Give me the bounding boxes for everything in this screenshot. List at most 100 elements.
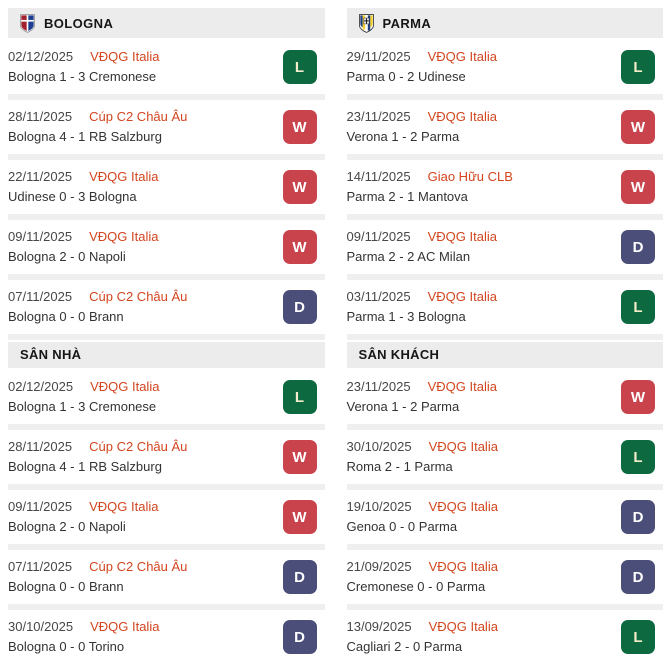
- competition-link[interactable]: VĐQG Italia: [428, 439, 498, 454]
- result-badge: D: [621, 500, 655, 534]
- match-row[interactable]: 02/12/2025 VĐQG Italia Bologna 1 - 3 Cre…: [8, 40, 325, 100]
- match-info: 03/11/2025 VĐQG Italia Parma 1 - 3 Bolog…: [347, 287, 622, 327]
- competition-link[interactable]: VĐQG Italia: [428, 559, 498, 574]
- competition-link[interactable]: VĐQG Italia: [90, 619, 160, 634]
- match-row[interactable]: 21/09/2025 VĐQG Italia Cremonese 0 - 0 P…: [346, 550, 663, 610]
- competition-link[interactable]: VĐQG Italia: [90, 379, 160, 394]
- match-info: 14/11/2025 Giao Hữu CLB Parma 2 - 1 Mant…: [347, 167, 622, 207]
- match-date: 09/11/2025: [8, 229, 73, 244]
- match-row[interactable]: 30/10/2025 VĐQG Italia Roma 2 - 1 Parma …: [346, 430, 663, 490]
- competition-link[interactable]: VĐQG Italia: [89, 229, 159, 244]
- match-date: 02/12/2025: [8, 49, 74, 64]
- competition-link[interactable]: VĐQG Italia: [427, 49, 497, 64]
- competition-link[interactable]: Cúp C2 Châu Âu: [89, 439, 188, 454]
- match-info: 28/11/2025 Cúp C2 Châu Âu Bologna 4 - 1 …: [8, 437, 283, 477]
- match-date: 14/11/2025: [346, 169, 411, 184]
- result-badge: D: [282, 620, 317, 654]
- match-row[interactable]: 03/11/2025 VĐQG Italia Parma 1 - 3 Bolog…: [346, 280, 663, 340]
- match-date: 30/10/2025: [346, 439, 412, 454]
- match-date: 28/11/2025: [8, 109, 73, 124]
- match-row[interactable]: 07/11/2025 Cúp C2 Châu Âu Bologna 0 - 0 …: [8, 280, 325, 340]
- competition-link[interactable]: Cúp C2 Châu Âu: [89, 109, 188, 124]
- result-badge: W: [282, 110, 317, 144]
- match-date: 09/11/2025: [8, 499, 73, 514]
- match-date: 21/09/2025: [346, 559, 412, 574]
- competition-link[interactable]: VĐQG Italia: [427, 109, 497, 124]
- match-result: Verona 1 - 2 Parma: [346, 399, 460, 414]
- match-result: Bologna 2 - 0 Napoli: [8, 519, 126, 534]
- column-parma: PARMA 29/11/2025 VĐQG Italia Parma 0 - 2…: [346, 8, 663, 662]
- result-badge: W: [282, 170, 317, 204]
- team-name: BOLOGNA: [44, 15, 114, 31]
- competition-link[interactable]: Cúp C2 Châu Âu: [89, 289, 188, 304]
- result-badge: D: [621, 560, 655, 594]
- result-badge: W: [282, 230, 317, 264]
- competition-link[interactable]: VĐQG Italia: [427, 229, 497, 244]
- match-date: 03/11/2025: [346, 289, 411, 304]
- competition-link[interactable]: VĐQG Italia: [89, 169, 159, 184]
- match-row[interactable]: 23/11/2025 VĐQG Italia Verona 1 - 2 Parm…: [346, 100, 663, 160]
- match-date: 30/10/2025: [8, 619, 74, 634]
- result-badge: D: [621, 230, 655, 264]
- team-header-parma[interactable]: PARMA: [346, 8, 663, 38]
- match-date: 02/12/2025: [8, 379, 74, 394]
- match-result: Parma 0 - 2 Udinese: [346, 69, 466, 84]
- competition-link[interactable]: VĐQG Italia: [90, 49, 160, 64]
- result-badge: L: [621, 620, 655, 654]
- match-info: 13/09/2025 VĐQG Italia Cagliari 2 - 0 Pa…: [347, 617, 622, 657]
- result-badge: W: [621, 380, 655, 414]
- match-row[interactable]: 09/11/2025 VĐQG Italia Bologna 2 - 0 Nap…: [8, 220, 325, 280]
- match-info: 21/09/2025 VĐQG Italia Cremonese 0 - 0 P…: [347, 557, 622, 597]
- competition-link[interactable]: Giao Hữu CLB: [427, 169, 513, 184]
- match-info: 19/10/2025 VĐQG Italia Genoa 0 - 0 Parma: [347, 497, 622, 537]
- match-info: 02/12/2025 VĐQG Italia Bologna 1 - 3 Cre…: [8, 47, 283, 87]
- competition-link[interactable]: VĐQG Italia: [428, 619, 498, 634]
- match-row[interactable]: 09/11/2025 VĐQG Italia Bologna 2 - 0 Nap…: [8, 490, 325, 550]
- match-result: Verona 1 - 2 Parma: [346, 129, 460, 144]
- match-info: 23/11/2025 VĐQG Italia Verona 1 - 2 Parm…: [347, 377, 622, 417]
- match-date: 23/11/2025: [346, 379, 411, 394]
- match-row[interactable]: 13/09/2025 VĐQG Italia Cagliari 2 - 0 Pa…: [346, 610, 663, 662]
- match-row[interactable]: 14/11/2025 Giao Hữu CLB Parma 2 - 1 Mant…: [346, 160, 663, 220]
- result-badge: W: [282, 500, 317, 534]
- match-row[interactable]: 22/11/2025 VĐQG Italia Udinese 0 - 3 Bol…: [8, 160, 325, 220]
- match-row[interactable]: 02/12/2025 VĐQG Italia Bologna 1 - 3 Cre…: [8, 370, 325, 430]
- match-row[interactable]: 09/11/2025 VĐQG Italia Parma 2 - 2 AC Mi…: [346, 220, 663, 280]
- match-result: Roma 2 - 1 Parma: [346, 459, 453, 474]
- match-result: Bologna 1 - 3 Cremonese: [8, 399, 157, 414]
- parma-recent-form-list: 29/11/2025 VĐQG Italia Parma 0 - 2 Udine…: [346, 40, 663, 340]
- team-header-bologna[interactable]: BOLOGNA: [8, 8, 325, 38]
- result-badge: W: [621, 110, 655, 144]
- match-row[interactable]: 28/11/2025 Cúp C2 Châu Âu Bologna 4 - 1 …: [8, 100, 325, 160]
- match-result: Bologna 1 - 3 Cremonese: [8, 69, 157, 84]
- result-badge: L: [621, 440, 655, 474]
- bologna-crest-icon: [20, 13, 35, 33]
- column-bologna: BOLOGNA 02/12/2025 VĐQG Italia Bologna 1…: [8, 8, 325, 662]
- competition-link[interactable]: VĐQG Italia: [428, 499, 498, 514]
- match-info: 02/12/2025 VĐQG Italia Bologna 1 - 3 Cre…: [8, 377, 283, 417]
- match-result: Udinese 0 - 3 Bologna: [8, 189, 137, 204]
- match-result: Bologna 4 - 1 RB Salzburg: [8, 459, 162, 474]
- section-header-away: SÂN KHÁCH: [346, 342, 663, 368]
- match-row[interactable]: 30/10/2025 VĐQG Italia Bologna 0 - 0 Tor…: [8, 610, 325, 662]
- match-row[interactable]: 29/11/2025 VĐQG Italia Parma 0 - 2 Udine…: [346, 40, 663, 100]
- match-date: 23/11/2025: [346, 109, 411, 124]
- result-badge: W: [282, 440, 317, 474]
- match-row[interactable]: 23/11/2025 VĐQG Italia Verona 1 - 2 Parm…: [346, 370, 663, 430]
- match-info: 07/11/2025 Cúp C2 Châu Âu Bologna 0 - 0 …: [8, 287, 283, 327]
- competition-link[interactable]: VĐQG Italia: [427, 379, 497, 394]
- match-date: 13/09/2025: [346, 619, 412, 634]
- competition-link[interactable]: VĐQG Italia: [89, 499, 159, 514]
- result-badge: W: [621, 170, 655, 204]
- match-row[interactable]: 19/10/2025 VĐQG Italia Genoa 0 - 0 Parma…: [346, 490, 663, 550]
- competition-link[interactable]: VĐQG Italia: [427, 289, 497, 304]
- match-info: 29/11/2025 VĐQG Italia Parma 0 - 2 Udine…: [347, 47, 622, 87]
- match-info: 30/10/2025 VĐQG Italia Roma 2 - 1 Parma: [347, 437, 622, 477]
- team-name: PARMA: [382, 15, 432, 31]
- match-row[interactable]: 28/11/2025 Cúp C2 Châu Âu Bologna 4 - 1 …: [8, 430, 325, 490]
- match-date: 28/11/2025: [8, 439, 73, 454]
- bologna-recent-form-list: 02/12/2025 VĐQG Italia Bologna 1 - 3 Cre…: [8, 40, 325, 340]
- result-badge: L: [282, 50, 317, 84]
- competition-link[interactable]: Cúp C2 Châu Âu: [89, 559, 188, 574]
- match-row[interactable]: 07/11/2025 Cúp C2 Châu Âu Bologna 0 - 0 …: [8, 550, 325, 610]
